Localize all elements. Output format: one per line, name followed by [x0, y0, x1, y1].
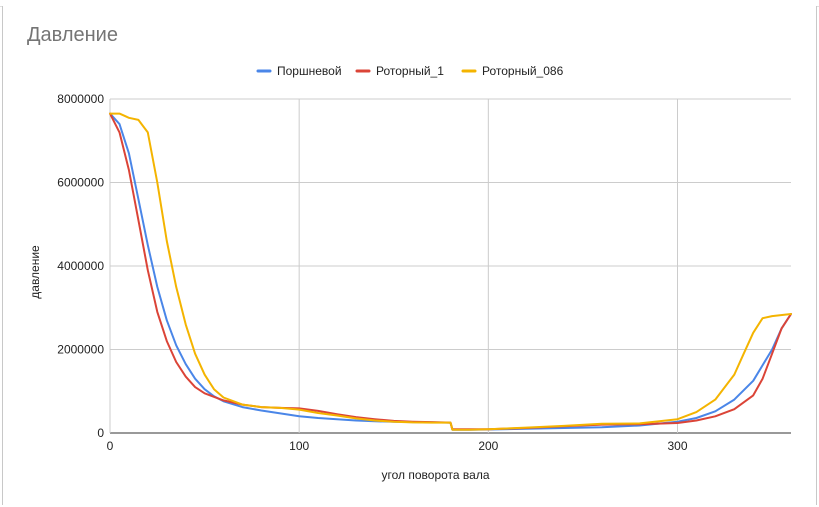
series-line-2: [109, 112, 792, 431]
x-tick-label: 200: [478, 439, 498, 453]
legend: Поршневой Роторный_1 Роторный_086: [256, 64, 564, 78]
series-line-0: [109, 112, 792, 431]
y-tick-label: 0: [97, 426, 104, 440]
series-line-1: [109, 112, 792, 431]
tick-labels: 0 2000000 4000000 6000000 8000000 0 100 200 300: [57, 92, 688, 453]
y-tick-label: 4000000: [57, 259, 104, 273]
grid: [109, 98, 791, 434]
legend-label: Роторный_1: [376, 64, 444, 78]
y-tick-label: 2000000: [57, 343, 104, 357]
y-tick-label: 8000000: [57, 92, 104, 106]
chart-title: Давление: [27, 24, 118, 46]
x-tick-label: 0: [107, 439, 114, 453]
legend-label: Роторный_086: [482, 64, 564, 78]
y-tick-label: 6000000: [57, 176, 104, 190]
series-lines: [109, 112, 792, 431]
x-axis-title: угол поворота вала: [382, 468, 490, 482]
x-tick-label: 300: [667, 439, 687, 453]
legend-label: Поршневой: [277, 64, 342, 78]
y-axis-title: давление: [28, 245, 42, 299]
x-tick-label: 100: [289, 439, 309, 453]
